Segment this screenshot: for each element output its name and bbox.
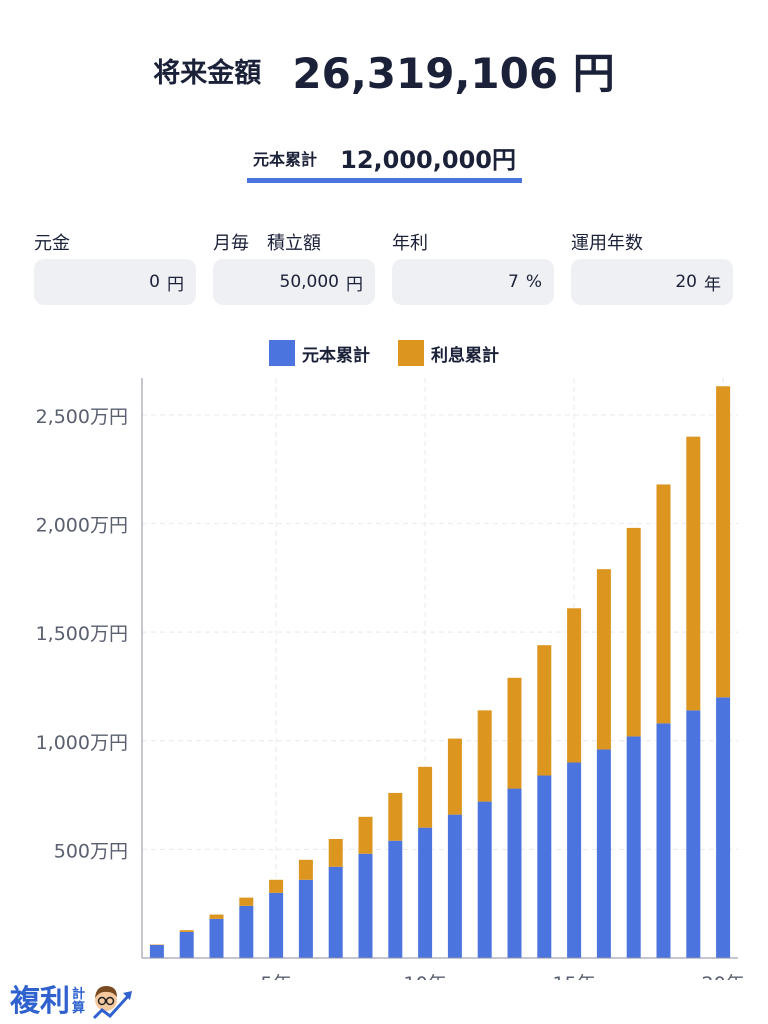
x-tick-label: 15年: [553, 973, 596, 980]
bar-principal: [626, 736, 641, 958]
y-tick-label: 1,500万円: [36, 623, 128, 645]
stacked-bar-chart: 500万円 1,000万円 1,500万円 2,000万円 2,500万円 5年 10年 15…: [36, 378, 745, 980]
logo: 複利 計算: [10, 976, 136, 1020]
legend-swatch-principal: [269, 340, 295, 366]
y-tick-label: 2,000万円: [36, 515, 128, 537]
chart-legend: 元本累計 利息累計: [0, 340, 768, 366]
bar-principal: [596, 749, 611, 958]
bar-interest: [537, 645, 552, 776]
bar-principal: [149, 944, 164, 958]
monthly-deposit-label: 月毎 積立額: [213, 233, 321, 254]
bar-interest: [686, 436, 701, 711]
initial-amount-unit: 円: [167, 274, 184, 295]
bar-principal: [477, 801, 492, 958]
bar-interest: [626, 527, 641, 737]
bar-interest: [447, 738, 462, 815]
y-tick-label: 1,000万円: [36, 732, 128, 754]
principal-total-value: 12,000,000円: [340, 146, 516, 174]
future-amount-value: 26,319,106 円: [292, 49, 615, 98]
bar-interest: [269, 879, 284, 893]
bar-principal: [716, 697, 731, 958]
bar-principal: [239, 905, 254, 958]
years-input[interactable]: 20 年: [571, 259, 733, 305]
bar-interest: [388, 792, 403, 841]
future-amount-row: 将来金額 26,319,106 円: [0, 40, 768, 101]
bar-principal: [686, 710, 701, 958]
annual-rate-unit: %: [525, 272, 542, 292]
bar-principal: [507, 788, 522, 958]
bar-interest: [239, 897, 254, 906]
bar-interest: [328, 838, 343, 867]
annual-rate-value: 7: [508, 272, 519, 292]
bar-interest: [596, 569, 611, 750]
years-label: 運用年数: [571, 233, 643, 254]
legend-item-interest[interactable]: 利息累計: [398, 340, 499, 366]
bar-principal: [269, 892, 284, 958]
monthly-deposit-unit: 円: [346, 274, 363, 295]
bar-principal: [179, 931, 194, 958]
bar-principal: [298, 879, 313, 958]
bar-principal: [358, 853, 373, 958]
bar-interest: [298, 859, 313, 880]
bar-principal: [388, 840, 403, 958]
y-tick-label: 2,500万円: [36, 406, 128, 428]
bar-principal: [328, 866, 343, 958]
bar-principal: [537, 775, 552, 958]
bar-principal: [418, 827, 433, 958]
legend-item-principal[interactable]: 元本累計: [269, 340, 370, 366]
monthly-deposit-input[interactable]: 50,000 円: [213, 259, 375, 305]
bar-interest: [477, 710, 492, 802]
logo-sub-text: 計算: [72, 987, 86, 1016]
bar-principal: [567, 762, 582, 958]
annual-rate-label: 年利: [392, 233, 428, 254]
bar-interest: [358, 816, 373, 854]
principal-total-row: 元本累計 12,000,000円: [247, 140, 522, 175]
future-amount-label: 将来金額: [153, 58, 262, 89]
legend-label-principal: 元本累計: [302, 345, 370, 366]
principal-underline: [247, 178, 522, 183]
bar-interest: [179, 930, 194, 932]
bar-interest: [418, 766, 433, 828]
initial-amount-value: 0: [149, 272, 160, 292]
bar-interest: [716, 386, 731, 698]
logo-main-text: 複利: [10, 984, 70, 1019]
bar-interest: [507, 677, 522, 789]
initial-amount-label: 元金: [34, 233, 70, 254]
y-tick-label: 500万円: [54, 840, 128, 862]
principal-total-label: 元本累計: [253, 149, 318, 169]
years-unit: 年: [704, 274, 721, 295]
years-value: 20: [675, 272, 697, 292]
bar-interest: [209, 914, 224, 919]
logo-mascot-icon: [92, 986, 132, 1020]
annual-rate-input[interactable]: 7%: [392, 259, 554, 305]
bar-principal: [656, 723, 671, 958]
bar-interest: [656, 484, 671, 724]
bar-principal: [209, 918, 224, 958]
x-tick-label: 10年: [404, 973, 447, 980]
bar-principal: [447, 814, 462, 958]
legend-swatch-interest: [398, 340, 424, 366]
bar-interest: [567, 608, 582, 763]
legend-label-interest: 利息累計: [431, 345, 499, 366]
monthly-deposit-value: 50,000: [279, 272, 339, 292]
x-tick-label: 5年: [261, 973, 292, 980]
x-tick-label: 20年: [702, 973, 745, 980]
